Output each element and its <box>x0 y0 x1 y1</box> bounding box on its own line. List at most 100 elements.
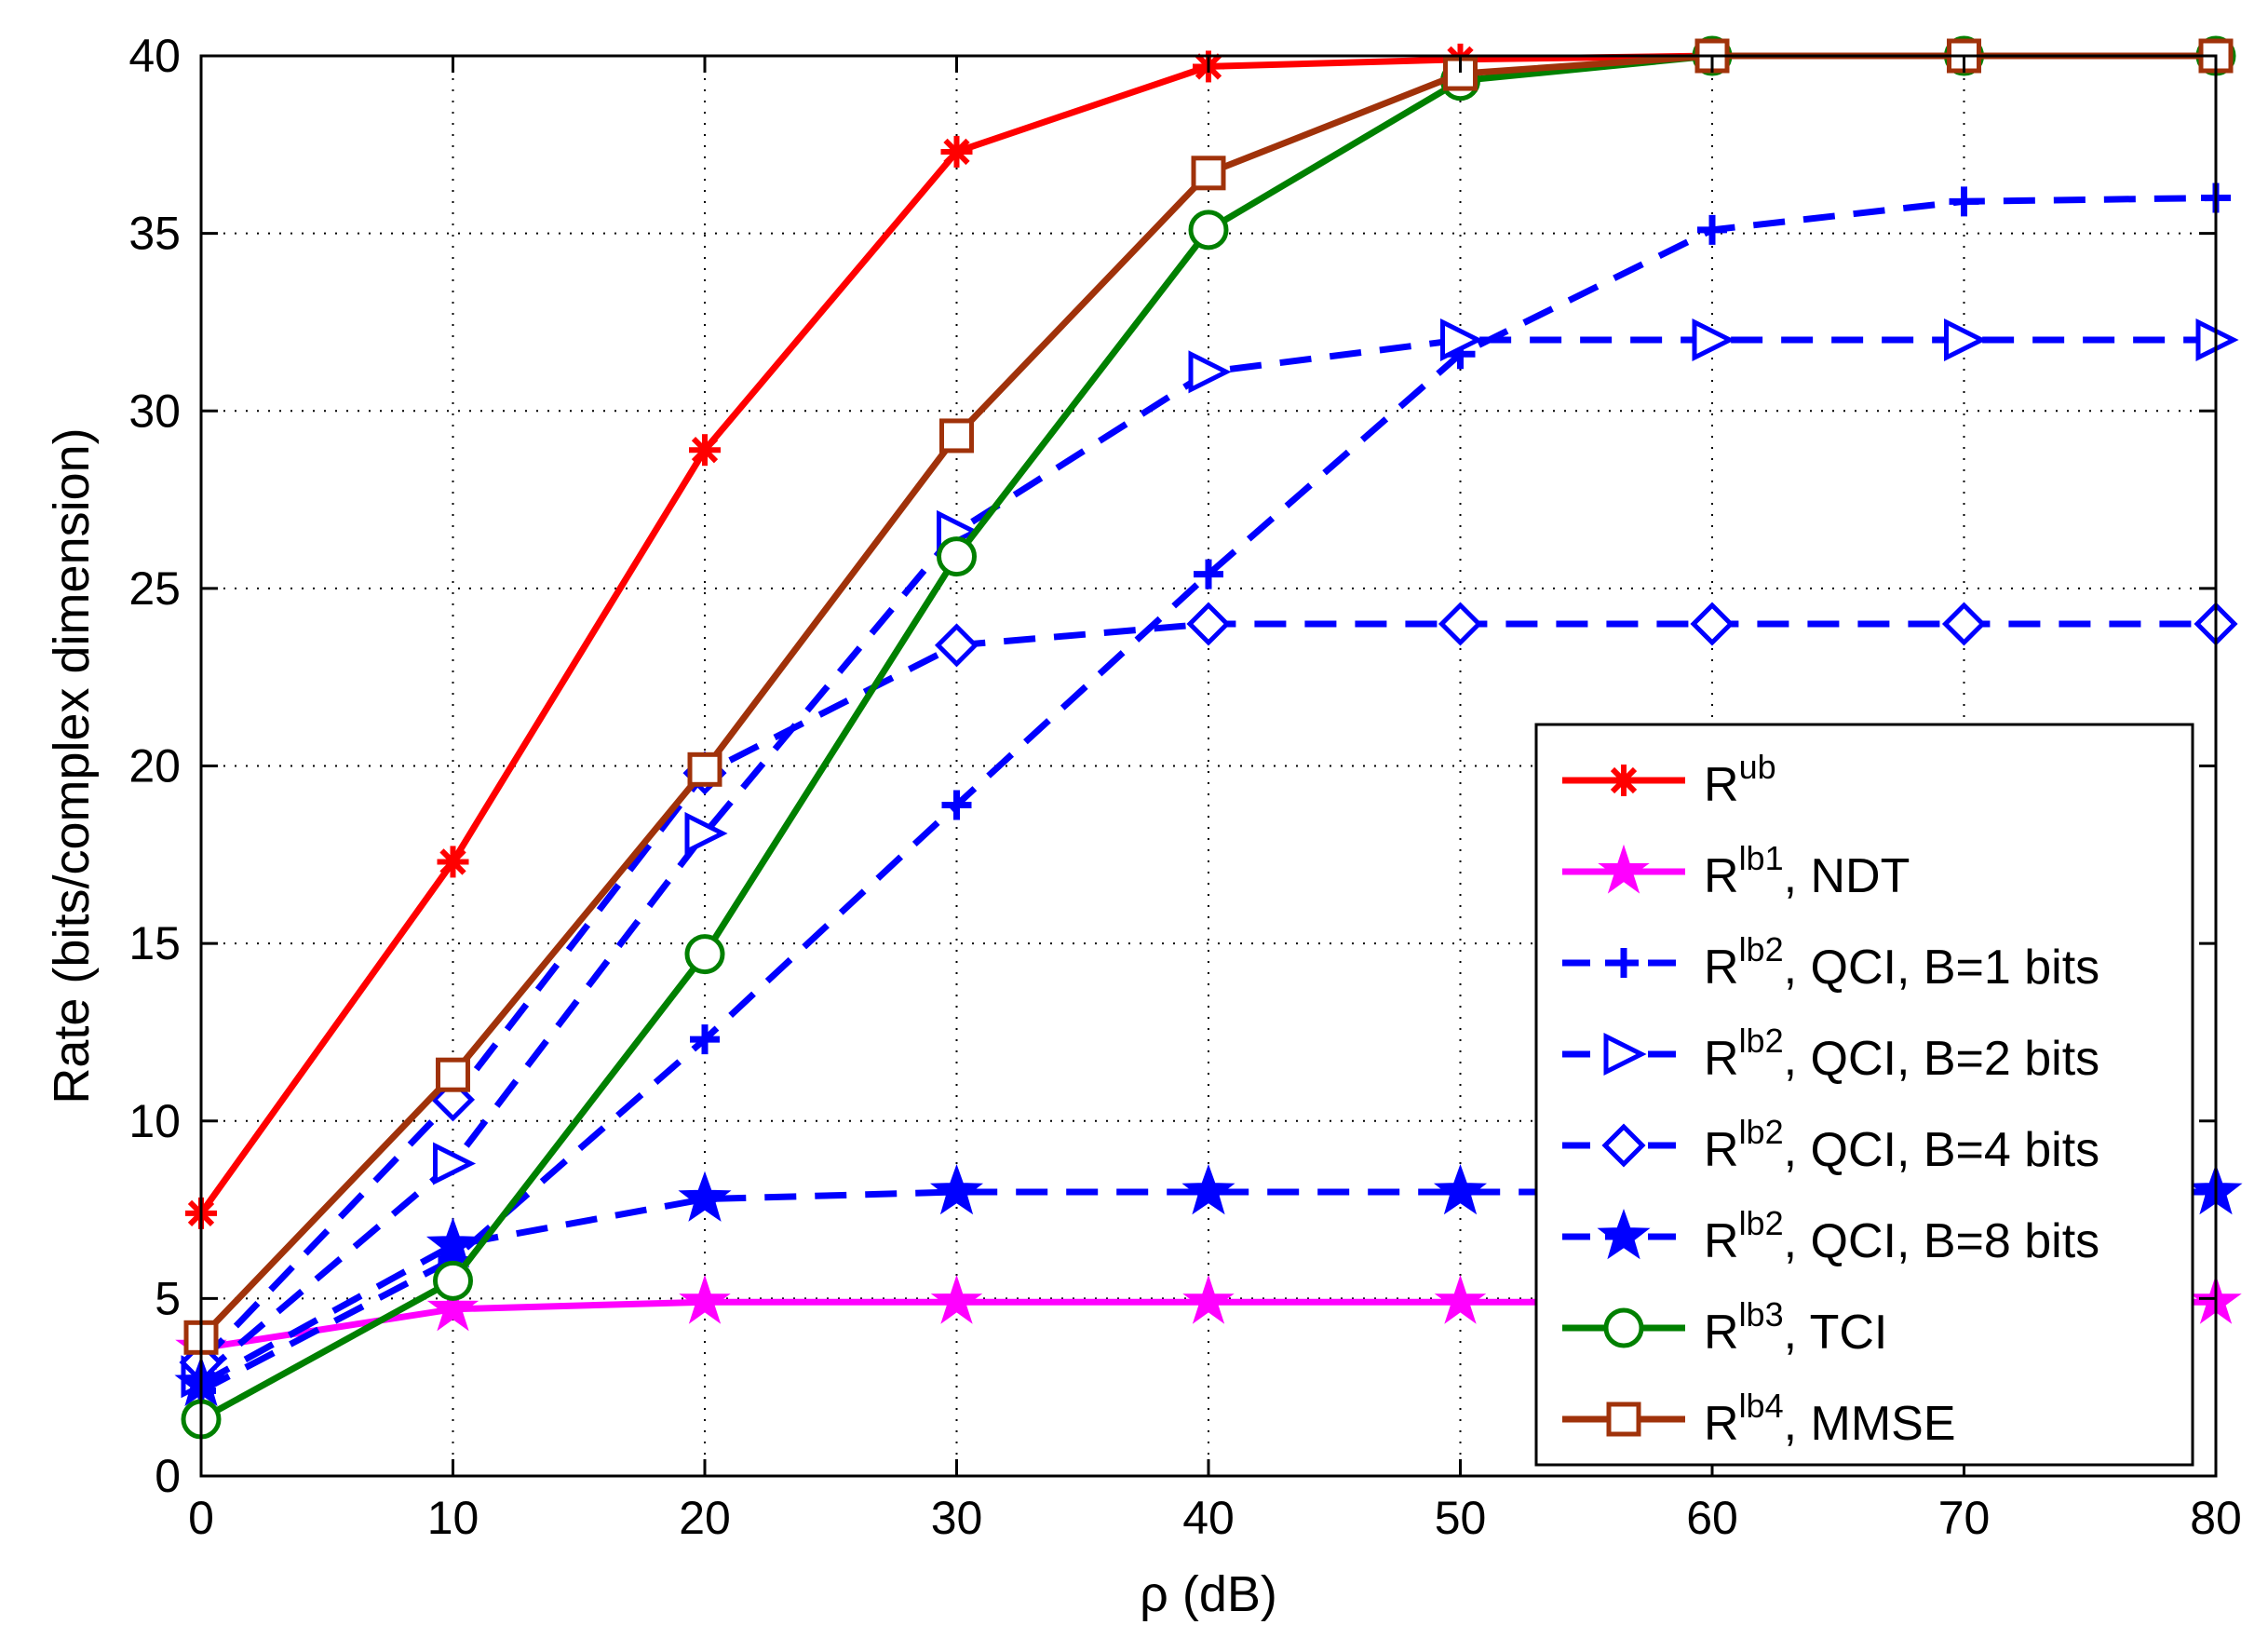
x-axis-label: ρ (dB) <box>1140 1566 1277 1622</box>
legend-label-rest: , QCI, B=2 bits <box>1784 1032 2100 1086</box>
legend-entry: Rlb2, QCI, B=2 bits <box>1562 1022 2099 1086</box>
legend-label-superscript: ub <box>1739 748 1776 786</box>
asterisk-core <box>1617 774 1630 787</box>
data-point <box>425 1217 480 1268</box>
x-tick-label: 0 <box>188 1492 214 1544</box>
legend-marker <box>1601 1123 1646 1168</box>
y-tick-label: 5 <box>155 1272 181 1324</box>
y-tick-label: 35 <box>128 208 181 260</box>
legend-label-superscript: lb4 <box>1739 1387 1784 1425</box>
data-point <box>1181 1164 1235 1215</box>
y-axis-label: Rate (bits/complex dimension) <box>44 427 100 1104</box>
y-tick-label: 30 <box>128 385 181 437</box>
data-point <box>1438 602 1483 646</box>
x-tick-label: 50 <box>1435 1492 1487 1544</box>
x-tick-label: 60 <box>1686 1492 1738 1544</box>
data-point <box>934 623 979 668</box>
series-4 <box>179 602 2238 1385</box>
legend-label-base: R <box>1704 849 1739 903</box>
legend-label-base: R <box>1704 1214 1739 1268</box>
data-point <box>937 536 977 577</box>
data-point <box>437 846 469 878</box>
data-point <box>1191 156 1226 191</box>
data-point <box>1697 214 1727 245</box>
data-point <box>1440 318 1484 362</box>
legend-marker <box>1608 765 1640 796</box>
data-point <box>1182 1275 1235 1324</box>
legend-label-superscript: lb2 <box>1739 1204 1784 1242</box>
legend-label-base: R <box>1704 1123 1739 1177</box>
legend-entry: Rub <box>1562 748 1776 812</box>
data-point <box>679 1275 731 1324</box>
data-point <box>1186 602 1231 646</box>
data-point <box>426 1281 479 1332</box>
legend-label-rest: , QCI, B=4 bits <box>1784 1123 2100 1177</box>
legend-label-rest: , QCI, B=1 bits <box>1784 941 2100 995</box>
legend-label-base: R <box>1704 1306 1739 1360</box>
data-point <box>1949 186 1979 217</box>
y-tick-label: 25 <box>128 562 181 615</box>
legend-marker <box>1603 1307 1644 1348</box>
legend-label: Rlb4, MMSE <box>1704 1387 1956 1451</box>
x-tick-label: 20 <box>679 1492 731 1544</box>
y-tick-label: 20 <box>128 740 181 792</box>
legend-label-rest: , TCI <box>1784 1306 1888 1360</box>
asterisk-core <box>446 855 460 869</box>
data-point <box>929 1164 984 1215</box>
legend-marker <box>1598 844 1650 894</box>
y-tick-label: 10 <box>128 1095 181 1147</box>
legend-entry: Rlb2, QCI, B=4 bits <box>1562 1113 2099 1177</box>
legend-label-base: R <box>1704 1397 1739 1451</box>
legend-label: Rlb3, TCI <box>1704 1295 1887 1360</box>
legend-label-base: R <box>1704 941 1739 995</box>
legend-label-superscript: lb3 <box>1739 1295 1784 1334</box>
legend-label-base: R <box>1704 758 1739 812</box>
legend-label: Rlb1, NDT <box>1704 839 1910 903</box>
axis-ticks: 0 5 10 15 20 25 30 35 40 0 10 20 30 40 50 60 70 80 <box>128 30 2241 1544</box>
legend-label-superscript: lb2 <box>1739 1113 1784 1151</box>
data-point <box>684 811 728 855</box>
data-point <box>1690 602 1735 646</box>
legend-entry: Rlb2, QCI, B=1 bits <box>1562 930 2099 995</box>
data-point <box>1433 1164 1488 1215</box>
data-point <box>1194 559 1223 589</box>
data-point <box>436 1057 470 1092</box>
legend-label-superscript: lb2 <box>1739 1022 1784 1060</box>
data-point <box>1692 318 1735 362</box>
data-point <box>930 1275 983 1324</box>
data-point <box>941 790 972 820</box>
x-tick-label: 40 <box>1182 1492 1235 1544</box>
legend-entry: Rlb1, NDT <box>1562 839 1910 903</box>
data-point <box>1188 210 1229 251</box>
legend-label-superscript: lb1 <box>1739 839 1784 877</box>
legend-label: Rlb2, QCI, B=2 bits <box>1704 1022 2099 1086</box>
legend-label-rest: , NDT <box>1784 849 1910 903</box>
x-tick-label: 80 <box>2190 1492 2242 1544</box>
legend-marker <box>1597 1209 1651 1260</box>
legend-marker <box>1609 948 1639 978</box>
x-tick-label: 70 <box>1938 1492 1991 1544</box>
legend-entry: Rlb4, MMSE <box>1562 1387 1956 1451</box>
asterisk-core <box>950 144 964 158</box>
data-point <box>689 434 721 467</box>
asterisk-core <box>698 443 711 457</box>
y-tick-label: 15 <box>128 917 181 969</box>
x-tick-label: 10 <box>427 1492 479 1544</box>
data-point <box>1941 602 1987 646</box>
data-point <box>939 418 974 454</box>
data-point <box>433 1260 473 1301</box>
data-point <box>678 1171 732 1222</box>
legend-label: Rlb2, QCI, B=1 bits <box>1704 930 2099 995</box>
series-line <box>199 195 2217 1394</box>
legend-marker <box>1603 1032 1647 1077</box>
legend-label: Rlb2, QCI, B=8 bits <box>1704 1204 2099 1268</box>
legend-label-base: R <box>1704 1032 1739 1086</box>
legend-label-superscript: lb2 <box>1739 930 1784 968</box>
data-point <box>433 1142 477 1185</box>
legend-label-rest: , MMSE <box>1784 1397 1956 1451</box>
legend-label: Rub <box>1704 748 1776 812</box>
legend-label: Rlb2, QCI, B=4 bits <box>1704 1113 2099 1177</box>
